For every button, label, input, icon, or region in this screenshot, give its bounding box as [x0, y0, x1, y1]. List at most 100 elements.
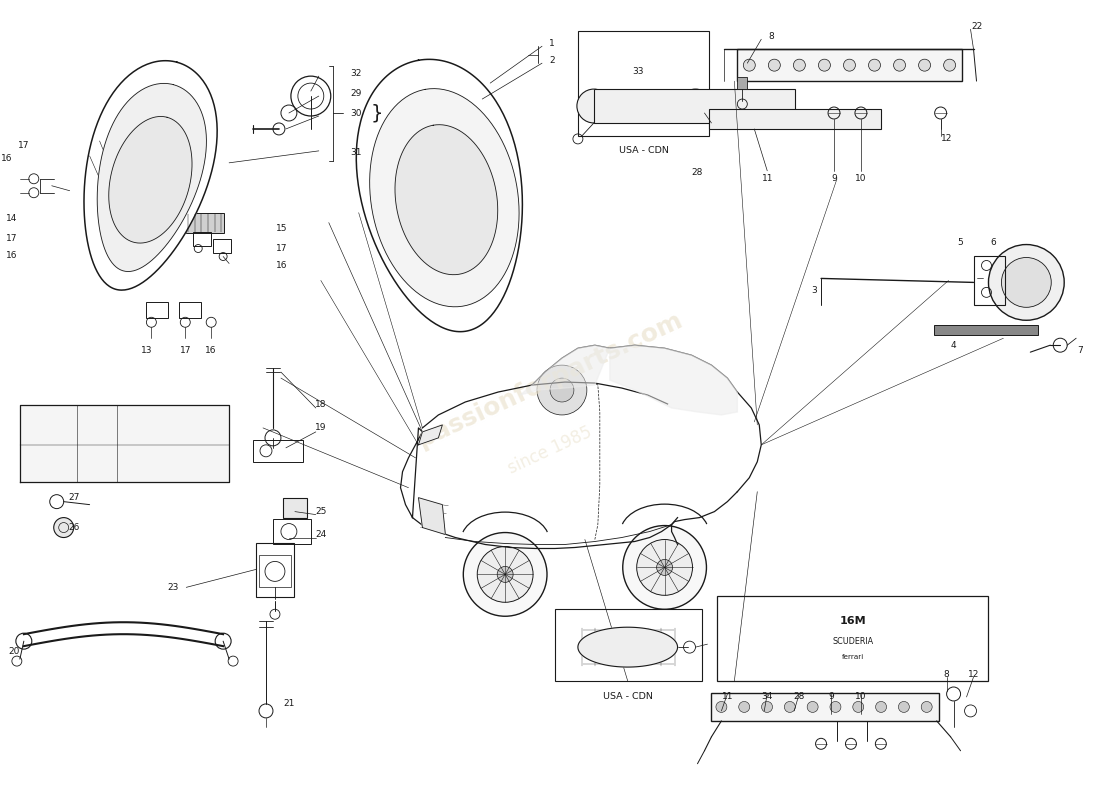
Bar	[258, 555, 290, 587]
Text: 1: 1	[396, 109, 402, 118]
Text: 11: 11	[722, 693, 733, 702]
Text: 34: 34	[761, 693, 773, 702]
Polygon shape	[109, 117, 192, 243]
Bar	[934, 326, 1038, 335]
Polygon shape	[418, 425, 442, 445]
Circle shape	[807, 702, 818, 713]
Text: USA - CDN: USA - CDN	[603, 693, 652, 702]
Circle shape	[876, 702, 887, 713]
Text: 9: 9	[832, 174, 837, 183]
Text: 31: 31	[351, 148, 362, 158]
Text: passionforparts.com: passionforparts.com	[414, 308, 686, 452]
Text: 16M: 16M	[839, 616, 867, 626]
Text: 12: 12	[968, 670, 979, 678]
Bar	[737, 50, 961, 81]
Circle shape	[852, 702, 864, 713]
Circle shape	[637, 539, 693, 595]
Circle shape	[918, 59, 931, 71]
Text: 5: 5	[958, 238, 964, 247]
Text: 26: 26	[68, 523, 79, 532]
Text: 13: 13	[141, 346, 152, 354]
Bar	[712, 693, 938, 721]
Text: 21: 21	[283, 699, 295, 709]
Bar	[253, 440, 302, 462]
Circle shape	[679, 89, 713, 123]
Circle shape	[893, 59, 905, 71]
Circle shape	[944, 59, 956, 71]
Circle shape	[869, 59, 880, 71]
Text: 28: 28	[793, 693, 805, 702]
Text: SCUDERIA: SCUDERIA	[833, 637, 873, 646]
Bar	[556, 610, 703, 681]
Circle shape	[921, 702, 932, 713]
Circle shape	[830, 702, 840, 713]
Bar	[578, 31, 710, 136]
Text: 9: 9	[828, 693, 834, 702]
Circle shape	[576, 89, 610, 123]
Text: 17: 17	[7, 234, 18, 243]
Text: 8: 8	[769, 32, 774, 41]
Text: 1: 1	[549, 38, 554, 48]
Text: 15: 15	[276, 224, 287, 233]
Text: 28: 28	[692, 168, 703, 178]
Circle shape	[818, 59, 830, 71]
Bar	[273, 518, 311, 545]
Text: 17: 17	[18, 142, 30, 150]
Polygon shape	[418, 498, 446, 534]
Circle shape	[657, 559, 672, 575]
Polygon shape	[356, 59, 522, 332]
Circle shape	[497, 566, 513, 582]
Text: 8: 8	[944, 670, 949, 678]
Text: 14: 14	[7, 214, 18, 223]
Text: 7: 7	[1077, 346, 1084, 354]
Bar	[594, 89, 795, 123]
Text: 23: 23	[167, 583, 179, 592]
Text: 32: 32	[351, 69, 362, 78]
Polygon shape	[395, 125, 497, 274]
Text: 33: 33	[632, 66, 644, 76]
Bar	[974, 255, 1005, 306]
Text: 17: 17	[276, 244, 287, 253]
Text: 35: 35	[579, 640, 591, 649]
Bar	[186, 213, 224, 233]
Text: 16: 16	[206, 346, 217, 354]
Circle shape	[537, 365, 587, 415]
Circle shape	[744, 59, 756, 71]
Bar	[717, 596, 989, 681]
Polygon shape	[84, 61, 217, 290]
Text: USA - CDN: USA - CDN	[618, 146, 669, 155]
Circle shape	[54, 518, 74, 538]
Polygon shape	[520, 345, 609, 395]
Text: since 1985: since 1985	[505, 422, 595, 477]
Bar	[179, 302, 201, 318]
Polygon shape	[370, 89, 519, 306]
Bar	[594, 89, 795, 123]
Bar	[213, 238, 231, 253]
Bar	[283, 498, 307, 518]
Circle shape	[899, 702, 910, 713]
Bar	[194, 231, 211, 246]
Text: 24: 24	[316, 530, 327, 539]
Text: 30: 30	[351, 109, 362, 118]
Text: 22: 22	[971, 22, 982, 31]
Text: 20: 20	[8, 646, 20, 656]
Text: 6: 6	[991, 238, 997, 247]
Text: 2: 2	[549, 56, 554, 65]
Text: 17: 17	[179, 346, 191, 354]
Text: 19: 19	[315, 423, 327, 433]
Text: 10: 10	[855, 693, 867, 702]
Text: 3: 3	[811, 286, 817, 295]
Circle shape	[463, 533, 547, 616]
Text: }: }	[371, 103, 383, 122]
Polygon shape	[578, 627, 678, 667]
Text: 16: 16	[1, 154, 12, 163]
Bar	[710, 109, 881, 129]
Circle shape	[784, 702, 795, 713]
Circle shape	[989, 245, 1064, 320]
Bar	[256, 542, 294, 598]
Text: 10: 10	[855, 174, 867, 183]
Text: 4: 4	[950, 341, 956, 350]
Circle shape	[716, 702, 727, 713]
Text: 25: 25	[315, 507, 327, 516]
Circle shape	[550, 378, 574, 402]
